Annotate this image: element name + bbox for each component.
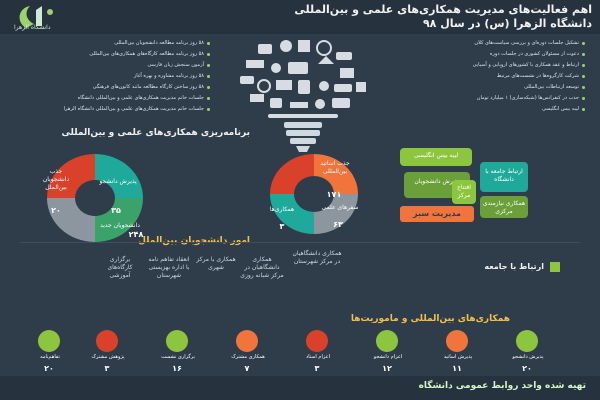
mission-label: اعزام استاد <box>305 354 331 360</box>
mission-label: پذیرش دانشجو <box>512 354 544 360</box>
mission-value: ۳ <box>314 364 320 373</box>
mission-circle <box>516 330 538 352</box>
list-item: لیبه بیس انگلیسی <box>390 104 585 115</box>
mission-label: پژوهش مشترک <box>91 354 125 360</box>
page-title: اهم فعالیت‌های مدیریت همکاری‌های علمی و … <box>152 3 592 31</box>
society-item: برگزاری کارگاه‌های آموزشی <box>107 256 133 279</box>
mission-label: تفاهم‌نامه <box>40 354 60 360</box>
donut-left-label-3: دانشجویان جدید <box>100 222 140 229</box>
list-item: ۵۸ روز برنامه مطالعه کارگاه‌های همکاری‌ه… <box>40 49 210 60</box>
mission-circle <box>306 330 328 352</box>
mission-circle <box>166 330 188 352</box>
footer-text: تهیه شده واحد روابط عمومی دانشگاه <box>418 381 586 391</box>
green-card: ارتباط جامعه با دانشگاه <box>480 162 528 192</box>
list-item: تشکیل جلسات دوره‌ای و بررسی سیاست‌های کل… <box>390 38 585 49</box>
left-donut-chart <box>47 154 143 242</box>
lightbulb-illustration <box>240 40 366 152</box>
donut-left-value-2: ۳۵ <box>111 206 121 215</box>
footer-bar <box>0 376 600 400</box>
list-item: ۵۸ روز برنامه مشاوره و بهره آغاز <box>40 71 210 82</box>
university-logo <box>19 6 53 28</box>
mission-label: پذیرش اساتید <box>443 354 473 360</box>
mission-value: ۱۶ <box>172 364 182 373</box>
students-section-title: امور دانشجویان بین‌الملل <box>138 236 250 246</box>
donut-right-value-3: ۳ <box>279 222 285 231</box>
donut-right-label-3: همکاری‌ها <box>269 206 295 213</box>
society-marker <box>550 262 560 272</box>
list-item: ۵۸ روز برنامه مطالعه دانشجویان بین‌الملل… <box>40 38 210 49</box>
missions-section-title: همکاری‌های بین‌المللی و ماموریت‌ها <box>350 314 510 324</box>
mission-value: ۳ <box>104 364 110 373</box>
title-line-1: اهم فعالیت‌های مدیریت همکاری‌های علمی و … <box>294 3 592 16</box>
society-item: همکاری با مرکز شهری <box>196 256 236 271</box>
mission-circle <box>236 330 258 352</box>
green-card: لیبه بیس انگلیسی <box>400 148 472 166</box>
donut-left-label-2: پذیرش دانشجو <box>99 178 137 185</box>
list-item: جلسات خانم مدیریت همکاری‌های علمی و بین‌… <box>40 93 210 104</box>
mission-value: ۱۲ <box>382 364 392 373</box>
right-donut-chart <box>270 154 358 234</box>
left-bullet-list: ۵۸ روز برنامه مطالعه دانشجویان بین‌الملل… <box>40 38 210 115</box>
program-section-title: برنامه‌ریزی همکاری‌های علمی و بین‌المللی <box>61 128 250 138</box>
mission-value: ۷ <box>244 364 250 373</box>
logo-text: دانشگاه الزهرا <box>14 24 51 31</box>
society-section-title: ارتباط با جامعه <box>484 262 544 271</box>
list-item: ۵۸ روز ساختن کارگاه مطالعه مانند کانون‌ه… <box>40 82 210 93</box>
donut-right-value-1: ۱۷۱ <box>326 190 342 199</box>
donut-left-label-1: جذب دانشجویان بین‌الملل <box>42 168 70 191</box>
list-item: شرکت کارگروه‌ها در نشست‌های مرتبط <box>390 71 585 82</box>
list-item: توسعه ارتباطات بین‌المللی <box>390 82 585 93</box>
list-item: جلسات خانم مدیریت همکاری‌های علمی و بین‌… <box>40 104 210 115</box>
list-item: ارتباط و عقد همکاری با کشورهای اروپایی و… <box>390 60 585 71</box>
donut-right-value-2: ۶۳ <box>333 220 343 229</box>
title-line-2: دانشگاه الزهرا (س) در سال ۹۸ <box>422 17 592 30</box>
right-bullet-list: تشکیل جلسات دوره‌ای و بررسی سیاست‌های کل… <box>390 38 585 115</box>
donut-right-label-2: سفرهای علمی <box>321 204 359 211</box>
mission-value: ۱۱ <box>452 364 462 373</box>
mission-circle <box>376 330 398 352</box>
list-item: آزمون سنجش زبان فارسی <box>40 60 210 71</box>
donut-right-label-1: جذب اساتید بین‌المللی <box>320 160 350 175</box>
society-item: انعقاد تفاهم نامه با اداره بهزیستی شهرست… <box>148 256 190 279</box>
mission-label: همکاری مشترک <box>231 354 265 360</box>
list-item: دعوت از مسئولان کشوری در جلسات دوره <box>390 49 585 60</box>
header-bar <box>0 0 600 34</box>
mission-label: برگزاری نشست <box>161 354 195 360</box>
society-item: همکاری دانشگاهیان در مرکز شبانه روزی <box>240 256 284 279</box>
mission-label: اعزام دانشجو <box>373 354 403 360</box>
green-card: افتتاح مرکز <box>452 180 476 204</box>
society-item: همکاری دانشگاهیان در مرکز شهرستان <box>292 250 342 265</box>
list-item: جذب در کنفرانس‌ها (شبکه‌سازی) ۱ میلیارد … <box>390 93 585 104</box>
mission-circle <box>446 330 468 352</box>
divider <box>20 242 580 243</box>
mission-circle <box>38 330 60 352</box>
mission-value: ۲۰ <box>522 364 532 373</box>
donut-left-value-1: ۲۰ <box>51 206 61 215</box>
green-management-label: مدیریت سبز <box>400 206 474 222</box>
mission-value: ۲۰ <box>44 364 54 373</box>
donut-left-value-3: ۲۴۸ <box>128 230 144 239</box>
mission-circle <box>96 330 118 352</box>
green-card: همکاری نیازمندی مرکزی <box>480 196 528 218</box>
